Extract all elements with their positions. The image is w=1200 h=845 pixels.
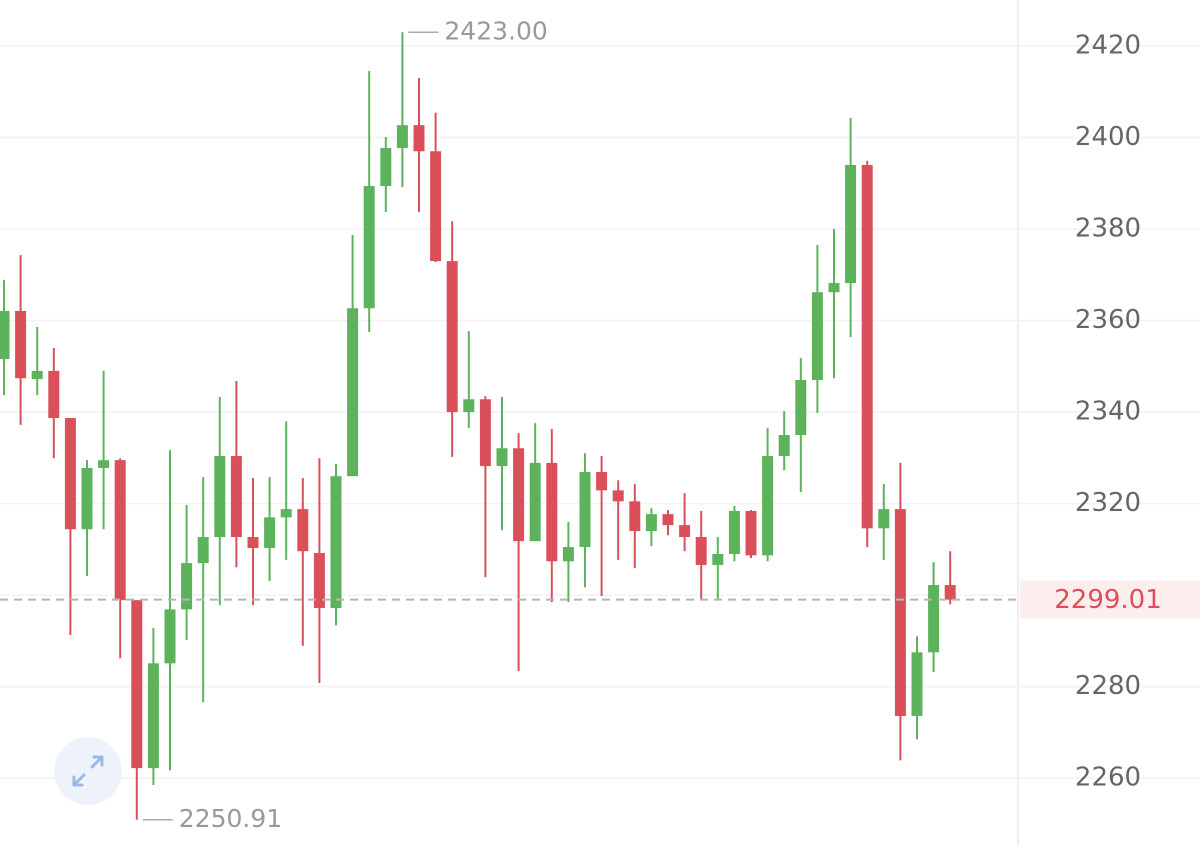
candle-body bbox=[679, 525, 691, 538]
candle-body bbox=[928, 585, 940, 653]
candle-body bbox=[247, 537, 259, 549]
candle-body bbox=[596, 472, 608, 491]
candle-body bbox=[214, 456, 226, 538]
candle-body bbox=[396, 125, 408, 149]
y-tick-label: 2280 bbox=[1075, 671, 1141, 701]
y-tick-label: 2380 bbox=[1075, 214, 1141, 244]
candle-body bbox=[330, 476, 342, 608]
candle-body bbox=[446, 261, 458, 413]
y-tick-label: 2360 bbox=[1075, 305, 1141, 335]
candle-body bbox=[562, 547, 574, 562]
y-tick-label: 2340 bbox=[1075, 397, 1141, 427]
candle-body bbox=[147, 663, 159, 769]
y-tick-label: 2420 bbox=[1075, 30, 1141, 60]
candle-body bbox=[546, 462, 558, 562]
candle-body bbox=[264, 517, 276, 549]
y-tick-label: 2400 bbox=[1075, 122, 1141, 152]
candle-body bbox=[944, 585, 956, 600]
candle-body bbox=[347, 308, 359, 477]
candle-body bbox=[114, 460, 126, 601]
candle-body bbox=[728, 510, 740, 554]
candle-body bbox=[413, 125, 425, 152]
candle-body bbox=[496, 448, 508, 467]
candle-body bbox=[131, 600, 143, 769]
candle-body bbox=[629, 501, 641, 532]
candle-body bbox=[911, 652, 923, 716]
candle-body bbox=[164, 609, 176, 664]
candle-body bbox=[31, 370, 43, 380]
candle-body bbox=[894, 509, 906, 716]
candle-body bbox=[230, 456, 242, 538]
candle-body bbox=[181, 563, 193, 610]
candle-body bbox=[430, 151, 442, 262]
candle-body bbox=[795, 380, 807, 435]
candle-body bbox=[762, 456, 774, 556]
candle-body bbox=[745, 510, 757, 556]
candle-body bbox=[712, 553, 724, 565]
candle-body bbox=[695, 537, 707, 565]
low-label: 2250.91 bbox=[179, 804, 282, 833]
high-label: 2423.00 bbox=[444, 16, 547, 45]
y-tick-label: 2320 bbox=[1075, 488, 1141, 518]
candle-body bbox=[778, 434, 790, 457]
candle-body bbox=[878, 509, 890, 529]
last-price-box bbox=[1020, 580, 1200, 619]
y-tick-label: 2260 bbox=[1075, 763, 1141, 793]
candle-body bbox=[861, 164, 873, 529]
candle-body bbox=[645, 514, 657, 532]
expand-button[interactable] bbox=[54, 737, 122, 805]
candle-body bbox=[197, 537, 209, 564]
candle-body bbox=[280, 509, 292, 518]
candle-body bbox=[579, 472, 591, 548]
candle-body bbox=[313, 553, 325, 608]
candle-body bbox=[98, 460, 110, 468]
candle-body bbox=[463, 399, 475, 413]
candle-body bbox=[612, 490, 624, 502]
candle-body bbox=[81, 467, 93, 530]
candle-body bbox=[811, 292, 823, 381]
candle-body bbox=[529, 462, 541, 542]
candle-body bbox=[15, 310, 27, 379]
candle-body bbox=[48, 370, 60, 419]
candle-body bbox=[297, 509, 309, 552]
candle-body bbox=[828, 283, 840, 293]
candle-body bbox=[380, 148, 392, 187]
candle-body bbox=[363, 186, 375, 309]
last-price-label: 2299.01 bbox=[1054, 585, 1162, 615]
candle-body bbox=[64, 418, 76, 530]
candle-body bbox=[0, 310, 10, 360]
candle-body bbox=[662, 514, 674, 526]
candle-body bbox=[513, 448, 525, 542]
candle-body bbox=[845, 164, 857, 284]
candle-body bbox=[479, 399, 491, 467]
